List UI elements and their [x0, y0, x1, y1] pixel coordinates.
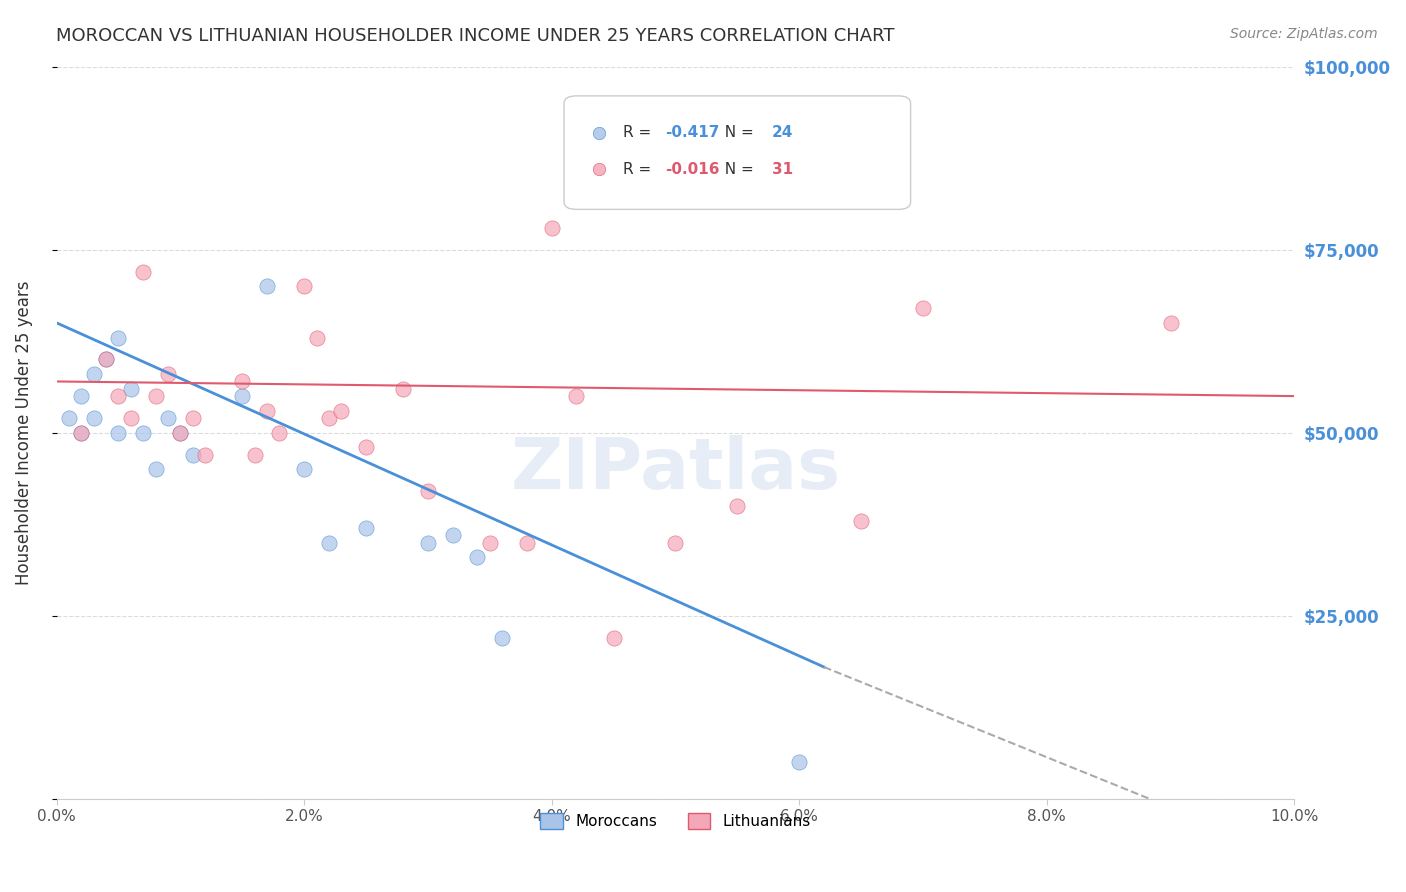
Point: [132, 425, 155, 440]
Point: [120, 382, 142, 396]
Point: [354, 521, 377, 535]
Point: [491, 631, 513, 645]
Point: [478, 535, 501, 549]
Point: [416, 535, 439, 549]
Point: [565, 389, 588, 403]
Point: [169, 425, 191, 440]
Point: [145, 389, 167, 403]
Text: 24: 24: [772, 125, 793, 140]
Text: -0.016: -0.016: [665, 161, 720, 177]
Point: [156, 367, 179, 381]
Legend: Moroccans, Lithuanians: Moroccans, Lithuanians: [534, 807, 817, 835]
Point: [467, 550, 489, 565]
Point: [664, 535, 686, 549]
Y-axis label: Householder Income Under 25 years: Householder Income Under 25 years: [15, 280, 32, 585]
Text: ZIPatlas: ZIPatlas: [510, 434, 841, 504]
Text: 31: 31: [772, 161, 793, 177]
Point: [194, 448, 217, 462]
Text: R =: R =: [623, 125, 657, 140]
Point: [392, 382, 415, 396]
FancyBboxPatch shape: [564, 95, 911, 210]
Point: [132, 265, 155, 279]
Point: [911, 301, 934, 316]
Point: [602, 631, 624, 645]
Point: [231, 389, 253, 403]
Point: [145, 462, 167, 476]
Point: [269, 425, 291, 440]
Text: MOROCCAN VS LITHUANIAN HOUSEHOLDER INCOME UNDER 25 YEARS CORRELATION CHART: MOROCCAN VS LITHUANIAN HOUSEHOLDER INCOM…: [56, 27, 894, 45]
Point: [58, 411, 80, 425]
Point: [107, 425, 129, 440]
Point: [169, 425, 191, 440]
Text: N =: N =: [716, 161, 759, 177]
Point: [292, 462, 315, 476]
Point: [107, 389, 129, 403]
Point: [1160, 316, 1182, 330]
Text: Source: ZipAtlas.com: Source: ZipAtlas.com: [1230, 27, 1378, 41]
Point: [318, 535, 340, 549]
Point: [83, 411, 105, 425]
Point: [849, 514, 872, 528]
Point: [243, 448, 266, 462]
Point: [516, 535, 538, 549]
Text: N =: N =: [716, 125, 759, 140]
Point: [120, 411, 142, 425]
Point: [318, 411, 340, 425]
Point: [441, 528, 464, 542]
Text: -0.417: -0.417: [665, 125, 720, 140]
Point: [156, 411, 179, 425]
Point: [70, 389, 93, 403]
Point: [305, 330, 328, 344]
Point: [725, 499, 748, 513]
Point: [107, 330, 129, 344]
Point: [330, 403, 353, 417]
Point: [181, 448, 204, 462]
Point: [787, 756, 810, 770]
Point: [231, 375, 253, 389]
Point: [94, 352, 117, 367]
Point: [354, 441, 377, 455]
Point: [540, 220, 562, 235]
Point: [416, 484, 439, 499]
Point: [181, 411, 204, 425]
Point: [94, 352, 117, 367]
Point: [70, 425, 93, 440]
Point: [256, 279, 278, 293]
Point: [256, 403, 278, 417]
Point: [292, 279, 315, 293]
Point: [70, 425, 93, 440]
Point: [83, 367, 105, 381]
Text: R =: R =: [623, 161, 657, 177]
